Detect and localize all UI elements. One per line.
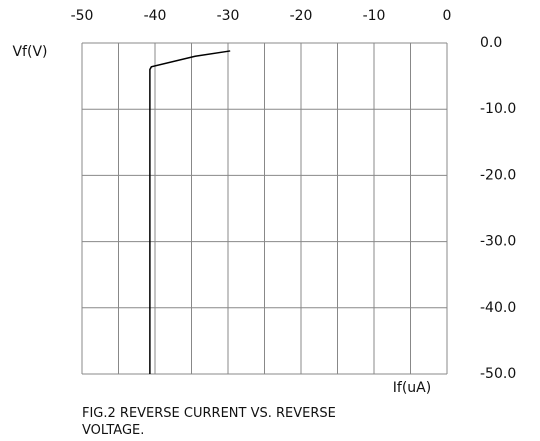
y-tick-label: -50.0 bbox=[480, 366, 516, 382]
y-tick-label: 0.0 bbox=[480, 35, 502, 51]
data-line bbox=[149, 50, 231, 374]
x-tick-label: -30 bbox=[217, 8, 240, 24]
caption-line: VOLTAGE. bbox=[82, 423, 144, 438]
x-tick-label: -50 bbox=[71, 8, 94, 24]
caption-line: FIG.2 REVERSE CURRENT VS. REVERSE bbox=[82, 406, 336, 421]
x-axis-label: If(uA) bbox=[393, 380, 431, 396]
x-tick-label: -40 bbox=[144, 8, 167, 24]
x-tick-label: -20 bbox=[290, 8, 313, 24]
y-axis-label: Vf(V) bbox=[12, 44, 47, 60]
y-tick-label: -20.0 bbox=[480, 167, 516, 183]
y-tick-label: -10.0 bbox=[480, 101, 516, 117]
x-tick-label: -10 bbox=[363, 8, 386, 24]
y-tick-label: -40.0 bbox=[480, 300, 516, 316]
y-tick-label: -30.0 bbox=[480, 234, 516, 250]
x-tick-label: 0 bbox=[443, 8, 452, 24]
